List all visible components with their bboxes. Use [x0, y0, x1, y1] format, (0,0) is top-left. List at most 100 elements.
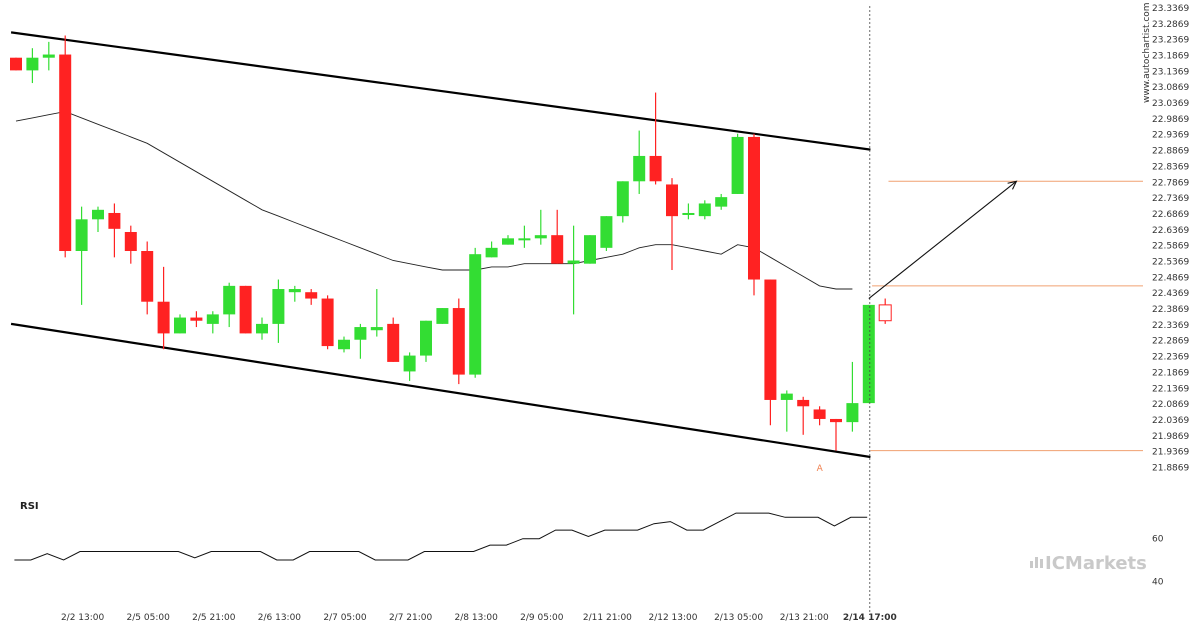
brand-logo: ICMarkets	[1030, 553, 1147, 574]
candle-body	[239, 285, 252, 334]
moving-average	[15, 111, 853, 290]
candle-body	[616, 181, 629, 217]
price-tick-label: 22.6369	[1152, 226, 1189, 236]
candle	[502, 235, 514, 245]
price-tick-label: 22.4369	[1152, 289, 1189, 299]
candle-body	[206, 314, 219, 324]
time-tick-label: 2/5 21:00	[192, 613, 236, 623]
candle-body	[567, 260, 580, 264]
candle-body	[748, 136, 760, 280]
time-tick-label: 2/13 05:00	[714, 613, 763, 623]
candle	[452, 298, 465, 385]
price-axis: 23.3369 23.2869 23.2369 23.1869 23.1369 23.08…	[1152, 4, 1189, 474]
time-axis: 2/2 13:00 2/5 05:00 2/5 21:00 2/6 13:00 2/7 …	[61, 613, 897, 623]
time-tick-label: 2/2 13:00	[61, 613, 105, 623]
candle-body	[452, 308, 465, 375]
candle	[338, 336, 350, 353]
price-tick-label: 22.8869	[1152, 147, 1189, 157]
candle-body	[846, 403, 859, 423]
candle-body	[10, 57, 22, 71]
candle-body	[256, 323, 268, 334]
candle-body	[715, 197, 728, 207]
candle	[846, 361, 859, 432]
price-tick-label: 22.0369	[1152, 416, 1189, 426]
candle-body	[534, 235, 547, 239]
rsi-label: RSI	[20, 501, 39, 512]
candle-body	[633, 155, 646, 182]
candle	[534, 209, 547, 245]
price-tick-label: 22.1869	[1152, 368, 1189, 378]
price-tick-label: 21.9869	[1152, 432, 1189, 442]
channel-upper-line	[10, 31, 871, 151]
candle	[649, 92, 662, 185]
time-tick-label: 2/14 17:00	[843, 613, 897, 623]
candle	[616, 181, 629, 223]
candle	[436, 308, 449, 324]
candle-body	[108, 212, 121, 229]
candle-body	[649, 155, 662, 182]
price-tick-label: 23.1869	[1152, 52, 1189, 62]
candle	[321, 295, 334, 350]
price-tick-label: 22.9869	[1152, 115, 1189, 125]
time-tick-label: 2/7 05:00	[323, 613, 367, 623]
candle	[764, 279, 777, 426]
candle-body	[92, 209, 104, 220]
candle	[830, 418, 842, 451]
candle	[551, 209, 564, 264]
candle	[567, 225, 580, 315]
candle	[239, 285, 252, 334]
candle-body	[780, 393, 793, 400]
candle	[387, 317, 400, 362]
time-tick-label: 2/12 13:00	[648, 613, 697, 623]
price-tick-label: 22.3369	[1152, 321, 1189, 331]
candle	[256, 317, 268, 340]
price-tick-label: 21.9369	[1152, 448, 1189, 458]
candle-body	[59, 54, 72, 252]
price-tick-label: 22.2869	[1152, 337, 1189, 347]
candle	[190, 311, 203, 328]
projection-arrow-head	[1007, 180, 1018, 190]
candle-body	[813, 409, 826, 419]
candle	[862, 304, 875, 404]
time-tick-label: 2/5 05:00	[127, 613, 171, 623]
channel-lower-line	[10, 322, 871, 459]
time-tick-label: 2/9 05:00	[520, 613, 564, 623]
candle-body	[403, 355, 416, 372]
candle-body	[584, 235, 596, 264]
moving-average-line	[15, 111, 853, 290]
candle	[748, 133, 760, 296]
candle	[157, 266, 170, 350]
candle-body	[223, 285, 236, 315]
candle	[633, 130, 646, 194]
price-tick-label: 22.1369	[1152, 384, 1189, 394]
brand-prefix: IC	[1045, 553, 1065, 574]
candle	[715, 193, 728, 210]
candle	[469, 247, 482, 378]
candle-body	[387, 323, 400, 362]
candle-body	[157, 301, 170, 334]
candle-body	[370, 327, 383, 331]
candle	[420, 320, 432, 362]
candle-body	[502, 238, 514, 245]
candle	[26, 48, 39, 84]
candle	[305, 289, 318, 305]
candle	[10, 57, 22, 71]
candle	[370, 289, 383, 337]
candle-body	[551, 235, 564, 264]
time-tick-label: 2/13 21:00	[780, 613, 829, 623]
price-tick-label: 22.7369	[1152, 194, 1189, 204]
candle	[731, 133, 744, 194]
candle-body	[731, 136, 744, 194]
candle	[797, 396, 810, 435]
candle-body	[518, 238, 531, 241]
candle-body	[124, 231, 137, 252]
watermark-text: www.autochartist.com	[1142, 2, 1152, 103]
candle	[288, 285, 301, 302]
candle-body	[878, 304, 892, 322]
candle	[59, 35, 72, 258]
candle	[223, 282, 236, 328]
rsi-tick-label: 40	[1152, 577, 1164, 587]
price-tick-label: 22.5369	[1152, 258, 1189, 268]
price-tick-label: 22.2369	[1152, 353, 1189, 363]
candle	[272, 279, 285, 343]
